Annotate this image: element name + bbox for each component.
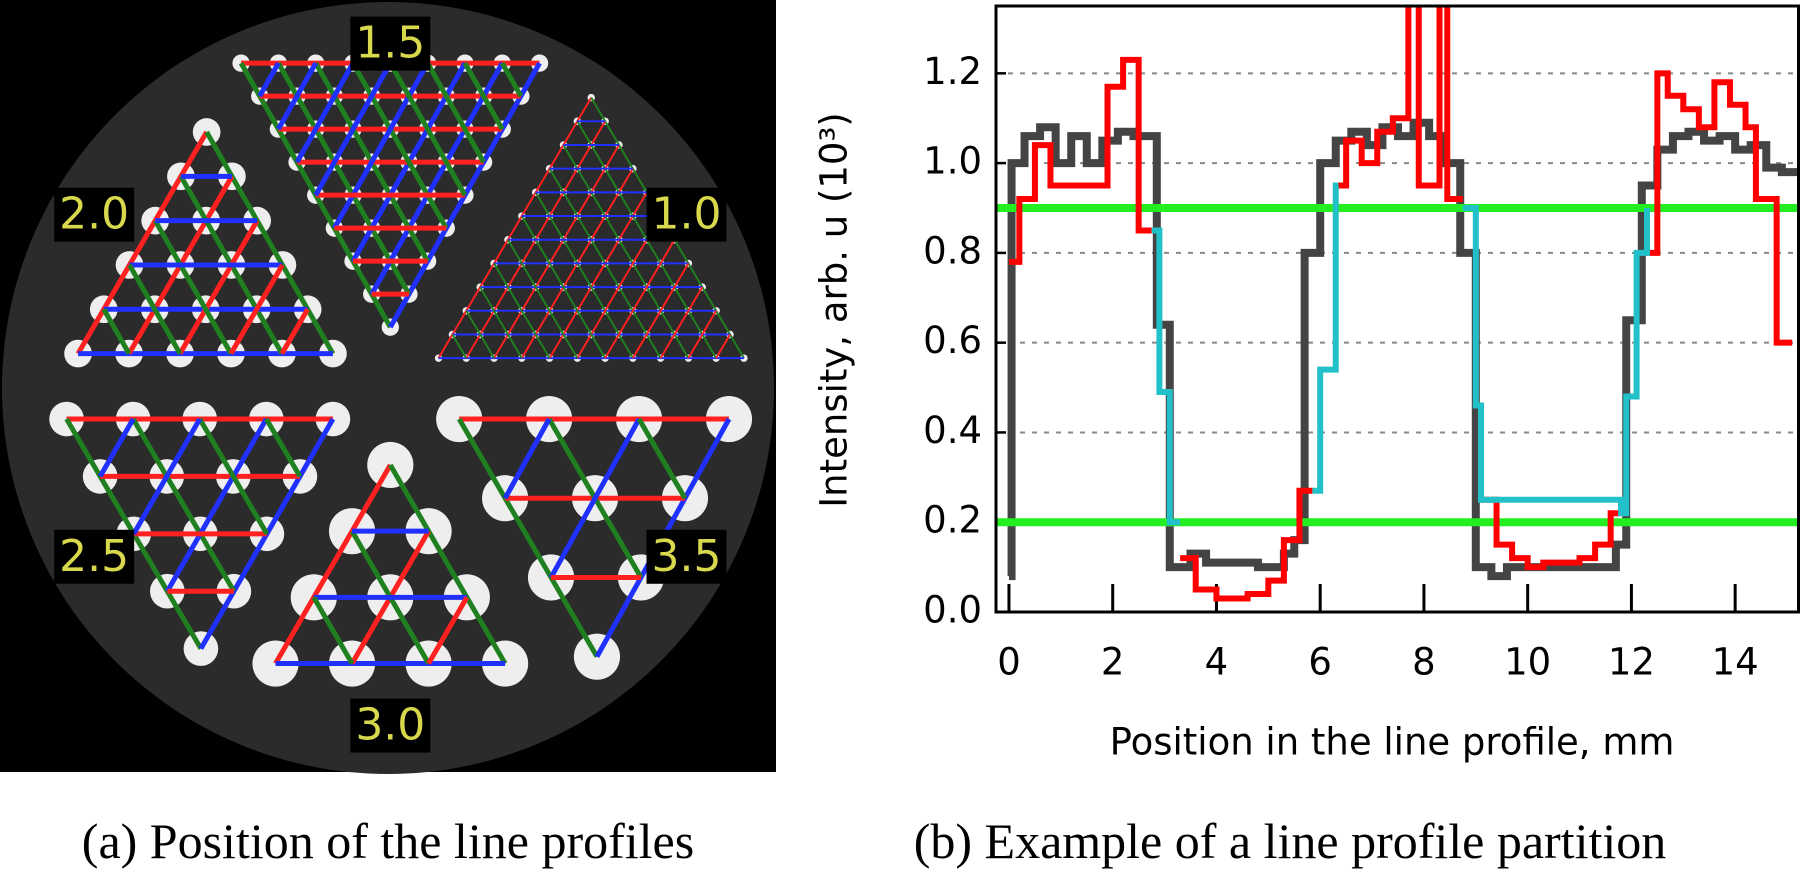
profile-line [426,596,470,665]
profile-line [604,239,676,359]
label-box [350,16,431,71]
profile-line [369,61,505,296]
label-box [646,529,727,584]
x-tick-label: 8 [1412,641,1436,684]
x-tick-label: 14 [1712,641,1759,684]
profile-line [332,61,430,230]
profile-line [279,308,310,355]
phantom-disc [2,2,774,774]
x-tick-label: 4 [1205,641,1229,684]
profile-line [457,417,600,658]
profile-line [131,417,202,536]
label-box [350,698,431,753]
phantom-labels: 1.5 2.0 1.0 2.5 3.5 3.0 [54,16,727,753]
phantom-patterns [49,54,753,687]
profile-line [548,417,642,579]
profile-line [97,417,136,478]
profile-line [659,286,704,359]
profile-line [562,144,690,359]
profile-line [294,61,356,164]
profile-line [425,61,486,164]
line-chart: 0.0 0.2 0.4 0.6 0.8 1.0 1.2 0 2 4 6 8 10 12 14 Position… [813,4,1800,764]
plot-frame [994,4,1800,614]
profile-line [257,61,281,98]
profile-line [451,333,468,359]
phantom-label: 2.0 [59,189,129,240]
profile-line [127,263,183,355]
profile-line [687,310,718,359]
y-axis-title: Intensity, arb. u (10³) [813,112,856,507]
profile-line [276,61,412,296]
x-tick-label: 12 [1608,641,1655,684]
phantom-label: 3.0 [355,700,425,751]
profile-line [631,262,690,359]
y-tick-label: 1.2 [923,50,982,93]
profile-line [493,144,620,359]
profile-line [177,219,260,355]
y-tick-label: 0.2 [923,499,982,542]
profile-line [153,219,234,355]
profile-line [350,61,449,230]
profile-line [534,191,634,359]
y-tick-label: 0.6 [923,319,982,362]
x-tick-label: 10 [1504,641,1551,684]
profile-line [507,239,579,359]
phantom-label: 3.5 [652,531,722,582]
x-tick-label: 0 [997,641,1021,684]
label-box [54,529,135,584]
profile-line [388,463,508,665]
y-tick-label: 1.0 [923,140,982,183]
phantom-label: 2.5 [59,531,129,582]
y-tick-label: 0.8 [923,229,982,272]
y-tick-label: 0.0 [923,589,982,632]
profile-line [311,596,355,665]
series-line [1007,118,1800,581]
label-box [54,187,135,242]
profile-line [197,417,270,536]
profile-line [502,417,552,500]
profile-line [437,97,593,359]
profile-line [313,61,393,197]
series-line [1151,182,1650,526]
profile-line [465,310,495,359]
profile-line [131,417,237,593]
profile-line [636,417,688,500]
profile-line [228,263,285,355]
caption-b: (b) Example of a line profile partition [914,813,1667,869]
series-line [1008,6,1793,602]
profile-line [479,286,523,359]
phantom-label: 1.5 [355,18,425,69]
profile-line [715,333,731,359]
profile-line [264,417,303,478]
profile-line [500,61,524,98]
profile-line [388,61,468,197]
profile-line [493,262,551,359]
profile-line [75,130,209,355]
x-axis-title: Position in the line profile, mm [1110,721,1675,764]
profile-line [204,130,336,355]
profile-line [101,308,132,355]
x-tick-label: 2 [1101,641,1125,684]
x-tick-label: 6 [1308,641,1332,684]
profile-line [165,417,269,593]
label-box [646,187,727,242]
profile-line [548,191,648,359]
profile-line [273,463,393,665]
profile-line [462,61,505,131]
phantom-label: 1.0 [652,189,722,240]
profile-line [276,61,318,131]
plot-area [996,6,1800,602]
caption-a: (a) Position of the line profiles [82,813,694,869]
y-tick-label: 0.4 [923,409,982,452]
